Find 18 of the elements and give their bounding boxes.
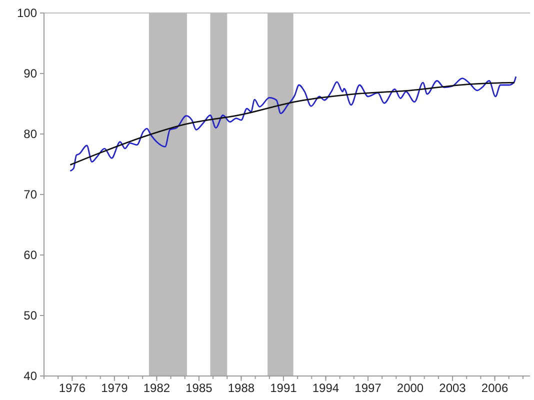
x-tick-label: 1988 [228, 381, 255, 395]
x-tick-label: 1997 [354, 381, 382, 395]
x-tick-label: 1985 [186, 381, 213, 395]
x-tick-label: 1982 [143, 381, 170, 395]
x-tick-label: 2000 [396, 381, 424, 395]
y-tick-label: 50 [24, 308, 38, 322]
y-tick-label: 40 [24, 369, 38, 383]
y-tick-label: 80 [24, 127, 38, 141]
y-tick-label: 90 [24, 66, 38, 80]
x-tick-label: 1994 [312, 381, 340, 395]
y-tick-label: 60 [24, 248, 38, 262]
x-tick-label: 1991 [270, 381, 298, 395]
x-tick-label: 1976 [58, 381, 86, 395]
y-tick-label: 100 [16, 6, 38, 20]
y-tick-label: 70 [24, 188, 38, 202]
x-tick-label: 2003 [439, 381, 466, 395]
x-tick-label: 2006 [481, 381, 508, 395]
x-tick-label: 1979 [101, 381, 128, 395]
